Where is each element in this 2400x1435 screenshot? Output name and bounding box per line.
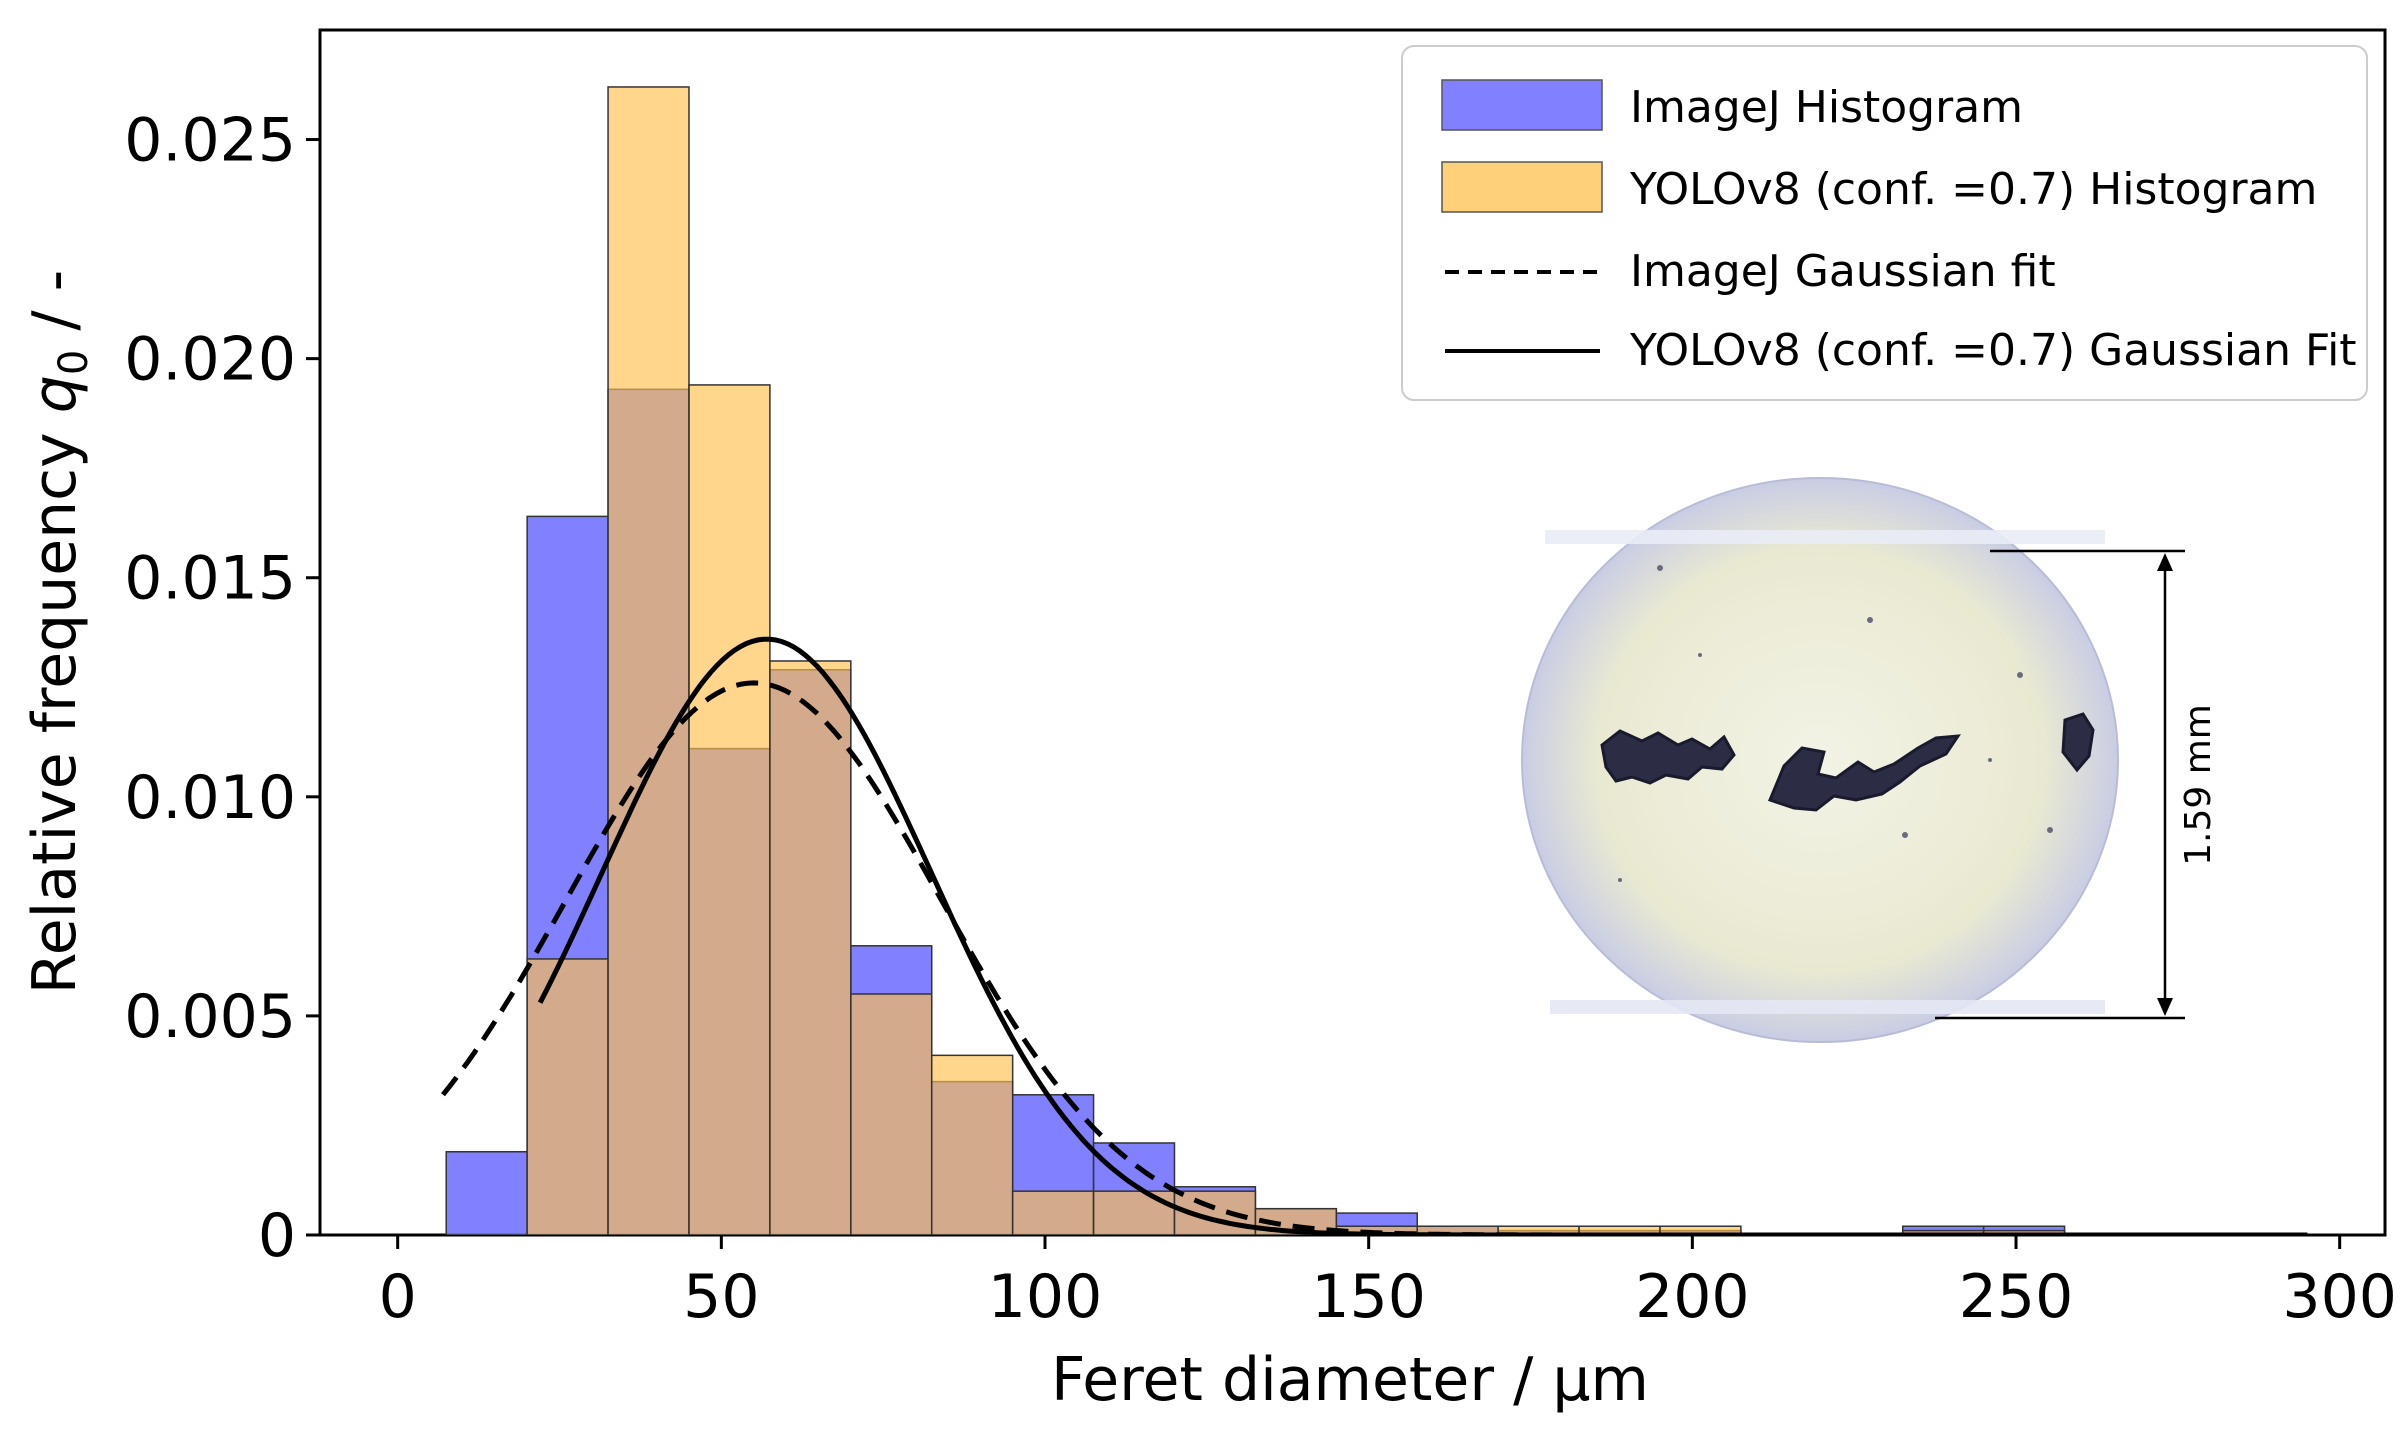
microscope-inset: 1.59 mm	[1521, 477, 2219, 1043]
gaussian-fit-series	[441, 636, 2308, 1235]
x-tick-label: 0	[379, 1262, 417, 1332]
legend-label-imagej-fit: ImageJ Gaussian fit	[1630, 246, 2056, 297]
legend-swatch-yolo	[1441, 161, 1603, 213]
legend-swatch-imagej	[1441, 79, 1603, 131]
yolo-bar	[850, 993, 933, 1235]
legend-box	[1401, 45, 2368, 401]
yolo-bar	[1092, 1190, 1176, 1235]
x-tick-label: 150	[1311, 1262, 1426, 1332]
imagej-bar	[445, 1150, 528, 1235]
yolo-histogram-series	[526, 86, 2066, 1235]
legend: ImageJ Histogram YOLOv8 (conf. =0.7) His…	[1401, 45, 2368, 401]
x-axis-label: Feret diameter / µm	[1051, 1345, 1649, 1415]
x-tick-label: 300	[2282, 1262, 2397, 1332]
y-tick-label: 0.005	[124, 982, 296, 1052]
yolo-bar	[526, 958, 609, 1235]
x-tick-label: 50	[683, 1262, 759, 1332]
yolo-bar	[688, 384, 771, 1235]
x-axis-ticks: 0 50 100 150 200 250 300	[379, 1235, 2397, 1332]
scale-bar-arrowhead-bottom	[2157, 998, 2173, 1016]
legend-label-yolo-histogram: YOLOv8 (conf. =0.7) Histogram	[1629, 164, 2317, 215]
yolo-bar	[607, 86, 690, 1235]
y-axis-label-suffix: / -	[20, 270, 90, 350]
inset-particles	[1600, 712, 2095, 812]
yolo-gaussian-fit-line	[537, 636, 2308, 1235]
x-tick-label: 250	[1959, 1262, 2074, 1332]
legend-label-imagej-histogram: ImageJ Histogram	[1630, 82, 2023, 133]
x-tick-label: 100	[988, 1262, 1103, 1332]
yolo-bar	[930, 1054, 1014, 1235]
y-axis-label-main: Relative frequency	[20, 413, 90, 994]
y-axis-ticks: 0 0.005 0.010 0.015 0.020 0.025	[124, 106, 320, 1271]
yolo-bar	[1011, 1190, 1095, 1235]
y-axis-label: Relative frequency q0 / -	[20, 270, 97, 995]
y-axis-label-subscript: 0	[51, 350, 97, 375]
y-tick-label: 0.010	[124, 763, 296, 833]
x-tick-label: 200	[1635, 1262, 1750, 1332]
y-tick-label: 0	[258, 1201, 296, 1271]
y-tick-label: 0.015	[124, 544, 296, 614]
y-axis-label-symbol: q	[20, 375, 90, 413]
yolo-bar	[769, 660, 852, 1235]
scale-bar-arrowhead-top	[2157, 553, 2173, 571]
y-tick-label: 0.025	[124, 106, 296, 176]
inset-channel-top	[1545, 530, 2105, 544]
legend-label-yolo-fit: YOLOv8 (conf. =0.7) Gaussian Fit	[1629, 325, 2357, 376]
y-tick-label: 0.020	[124, 325, 296, 395]
inset-specks	[1618, 565, 2053, 882]
scale-bar-label: 1.59 mm	[2178, 704, 2219, 866]
inset-channel-bottom	[1550, 1000, 2105, 1014]
